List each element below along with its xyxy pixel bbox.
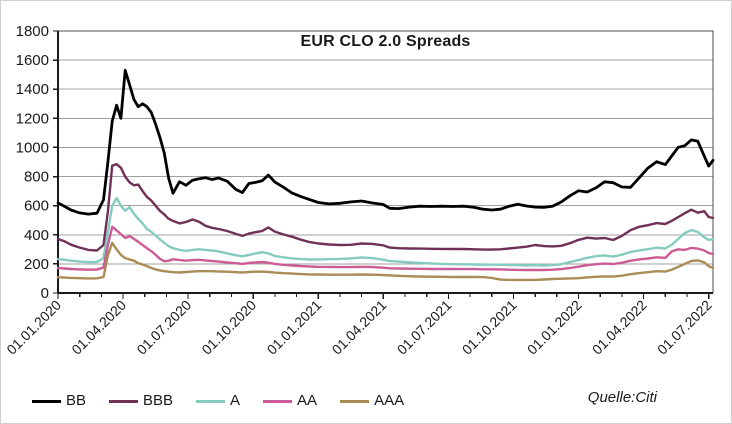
x-tick-label: 01.04.2022	[589, 297, 650, 358]
series-line-aa	[56, 225, 715, 272]
legend-swatch-a	[196, 399, 226, 403]
x-tick-label: 01.01.2021	[264, 297, 325, 358]
series-line-aaa	[56, 241, 715, 282]
x-tick-label: 01.10.2020	[198, 297, 259, 358]
legend-label-aaa: AAA	[374, 392, 405, 409]
y-tick-label: 1600	[16, 52, 49, 69]
legend: BB BBB A AA AAA	[32, 391, 427, 411]
y-tick-label: 1000	[16, 139, 49, 156]
legend-item-bbb: BBB	[109, 391, 173, 411]
x-tick-label: 01.07.2020	[133, 297, 194, 358]
legend-swatch-bbb	[109, 399, 139, 403]
chart-title: EUR CLO 2.0 Spreads	[300, 33, 471, 50]
source-note: Quelle:Citi	[587, 389, 657, 406]
legend-item-aa: AA	[263, 391, 317, 411]
y-tick-label: 800	[24, 169, 49, 186]
legend-label-aa: AA	[297, 392, 318, 409]
x-tick-label: 01.10.2021	[459, 297, 520, 358]
y-tick-label: 200	[24, 256, 49, 273]
series-line-bbb	[56, 162, 715, 252]
x-tick-label: 01.04.2021	[329, 297, 390, 358]
legend-swatch-aaa	[340, 399, 370, 403]
legend-label-bbb: BBB	[143, 392, 174, 409]
legend-item-aaa: AAA	[340, 391, 404, 411]
plot-border	[57, 30, 714, 294]
y-tick-label: 1800	[16, 23, 49, 40]
legend-swatch-aa	[263, 399, 293, 403]
x-tick-label: 01.01.2020	[3, 297, 64, 358]
series-line-bb	[56, 68, 715, 216]
legend-label-bb: BB	[66, 392, 87, 409]
series-line-a	[56, 196, 715, 267]
x-tick-label: 01.07.2021	[394, 297, 455, 358]
legend-item-a: A	[196, 391, 240, 411]
x-tick-label: 01.01.2022	[524, 297, 585, 358]
legend-swatch-bb	[32, 399, 61, 403]
x-tick-label: 01.04.2020	[68, 297, 129, 358]
y-tick-label: 1200	[16, 110, 49, 127]
legend-label-a: A	[230, 392, 241, 409]
y-tick-label: 1400	[16, 81, 49, 98]
y-tick-label: 400	[24, 227, 49, 244]
y-tick-label: 0	[41, 285, 49, 302]
legend-item-bb: BB	[32, 391, 86, 411]
y-tick-label: 600	[24, 198, 49, 215]
x-tick-label: 01.07.2022	[654, 297, 715, 358]
